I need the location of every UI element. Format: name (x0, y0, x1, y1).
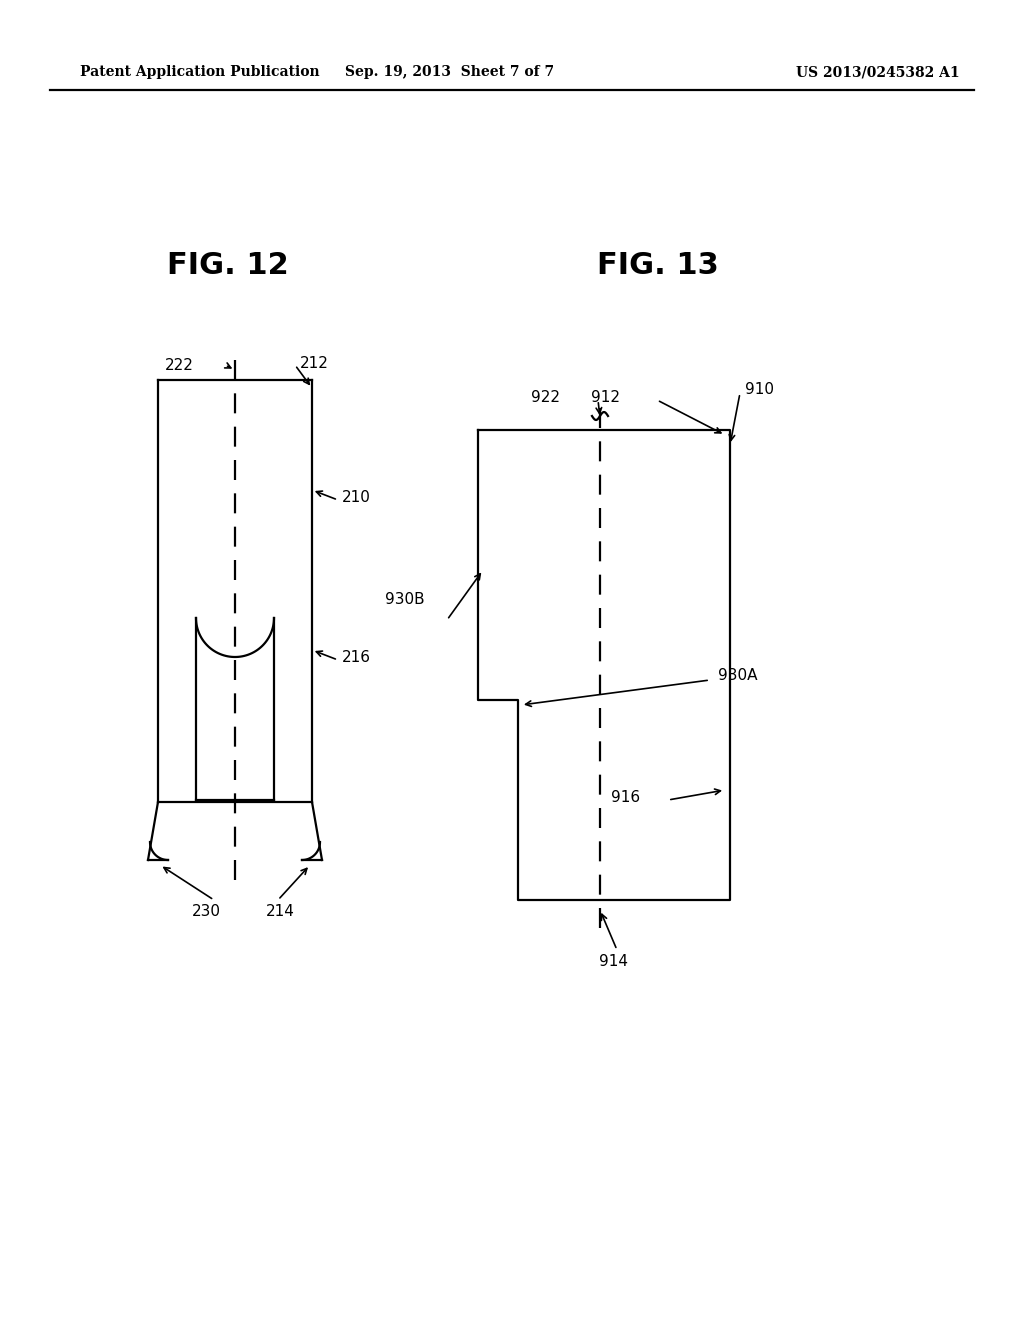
Text: 222: 222 (165, 358, 194, 372)
Text: 910: 910 (745, 383, 774, 397)
Text: 916: 916 (611, 791, 640, 805)
Text: 214: 214 (265, 904, 295, 920)
Text: 210: 210 (342, 491, 371, 506)
Text: 914: 914 (599, 954, 629, 969)
Text: FIG. 12: FIG. 12 (167, 251, 289, 280)
Text: Patent Application Publication: Patent Application Publication (80, 65, 319, 79)
Text: 230: 230 (191, 904, 220, 920)
Text: 912: 912 (591, 389, 620, 404)
Text: FIG. 13: FIG. 13 (597, 251, 719, 280)
Text: US 2013/0245382 A1: US 2013/0245382 A1 (797, 65, 961, 79)
Text: 922: 922 (531, 391, 560, 405)
Text: Sep. 19, 2013  Sheet 7 of 7: Sep. 19, 2013 Sheet 7 of 7 (345, 65, 555, 79)
Text: 216: 216 (342, 651, 371, 665)
Text: 930B: 930B (385, 593, 425, 607)
Text: 930A: 930A (718, 668, 758, 682)
Text: 212: 212 (300, 355, 329, 371)
